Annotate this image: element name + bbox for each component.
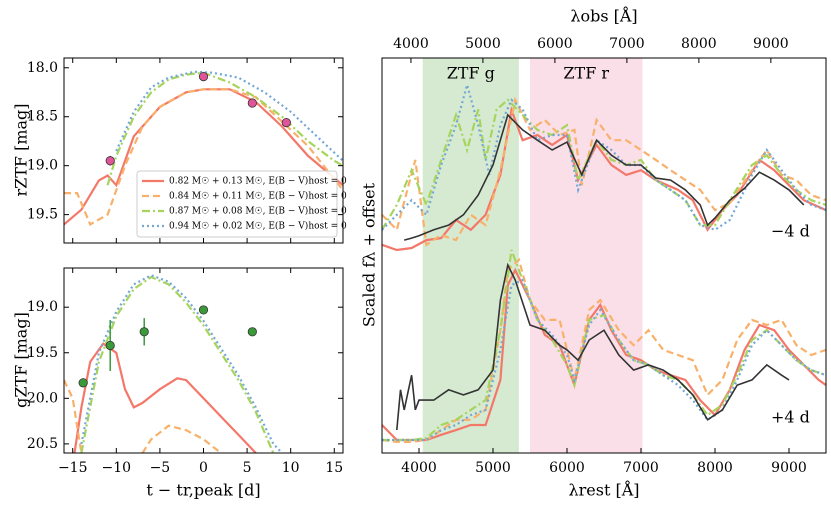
y-axis-label: Scaled fλ + offset [360, 182, 379, 327]
data-point [78, 378, 88, 388]
y-tick-label: 18.0 [27, 60, 58, 76]
panel: ZTF g ZTF r 4000 5000 6000 7000 8000 9000 4000 50… [360, 6, 827, 500]
x2-tick-label: 8000 [681, 36, 717, 52]
series-line [64, 88, 343, 226]
filter-band [422, 58, 519, 453]
series-line [382, 257, 826, 443]
legend-label: 0.84 M☉ + 0.11 M☉, E(B − V)host = 0 [169, 191, 347, 202]
y-tick-label: 19.0 [27, 299, 58, 315]
data-point [247, 327, 257, 337]
legend-label: 0.94 M☉ + 0.02 M☉, E(B − V)host = 0 [169, 221, 347, 232]
panel: 18.0 18.5 19.0 19.5 rZTF [mag] 0.82 M☉ + 0.13… [12, 57, 347, 244]
data-point [198, 71, 209, 82]
data-point [105, 156, 115, 166]
series-line [64, 88, 343, 226]
y-tick-label: 19.5 [27, 345, 58, 361]
data-point [247, 98, 257, 108]
series-line [80, 275, 275, 453]
plot-area [64, 70, 343, 226]
x-tick-label: 5 [243, 460, 252, 476]
data-point [105, 340, 115, 351]
series-line [80, 274, 283, 453]
series-line [382, 80, 826, 232]
filter-band [530, 58, 643, 453]
frame [381, 57, 827, 454]
series-line [382, 278, 826, 442]
epoch-label: +4 d [771, 408, 810, 427]
x-axis-label: λrest [Å] [568, 480, 639, 500]
x-tick-label: 4000 [401, 460, 437, 476]
legend-label: 0.87 M☉ + 0.08 M☉, E(B − V)host = 0 [169, 206, 347, 217]
x-tick-label: −10 [102, 460, 132, 476]
x-tick-label: 10 [282, 460, 300, 476]
legend: 0.82 M☉ + 0.13 M☉, E(B − V)host = 0 0.84 … [136, 170, 347, 238]
y-tick-label: 20.0 [27, 390, 58, 406]
epoch-label: −4 d [771, 222, 810, 241]
x2-tick-label: 7000 [609, 36, 645, 52]
y-axis-label: rZTF [mag] [12, 103, 31, 196]
y-tick-label: 19.0 [27, 158, 58, 174]
x2-tick-label: 4000 [393, 36, 429, 52]
x-tick-label: 5000 [475, 460, 511, 476]
x-tick-label: 8000 [697, 460, 733, 476]
plot-area [64, 274, 283, 453]
data-point [281, 118, 291, 128]
x2-axis-label: λobs [Å] [570, 6, 637, 26]
y-tick-label: 19.5 [27, 207, 58, 223]
y-tick-label: 18.5 [27, 109, 58, 125]
frame [63, 267, 344, 454]
band-label: ZTF r [563, 64, 609, 83]
series-line [73, 342, 257, 453]
x-tick-label: 9000 [771, 460, 807, 476]
series-line [382, 96, 826, 247]
series-line [64, 379, 222, 453]
x-tick-label: 0 [199, 460, 208, 476]
x2-tick-label: 5000 [465, 36, 501, 52]
x-axis-label: t − tr,peak [d] [146, 481, 260, 500]
x2-tick-label: 6000 [537, 36, 573, 52]
legend-label: 0.82 M☉ + 0.13 M☉, E(B − V)host = 0 [169, 176, 347, 187]
x2-tick-label: 9000 [753, 36, 789, 52]
y-tick-label: 20.5 [27, 436, 58, 452]
x-tick-label: 7000 [623, 460, 659, 476]
band-label: ZTF g [447, 64, 495, 83]
plot-area [382, 80, 826, 443]
data-point [198, 305, 209, 315]
x-tick-label: 15 [325, 460, 343, 476]
data-point [139, 327, 149, 337]
x-tick-label: −15 [58, 460, 88, 476]
series-line [382, 267, 826, 442]
y-axis-label: gZTF [mag] [12, 312, 31, 408]
legend-box [136, 170, 338, 238]
panel: 19.0 19.5 20.0 20.5−15 −10 −5 0 5 10 15 t − tr,pea… [12, 267, 344, 500]
series-line [403, 113, 805, 241]
x-tick-label: −5 [150, 460, 171, 476]
series-line [382, 249, 826, 442]
series-line [396, 262, 790, 431]
x-tick-label: 6000 [549, 460, 585, 476]
